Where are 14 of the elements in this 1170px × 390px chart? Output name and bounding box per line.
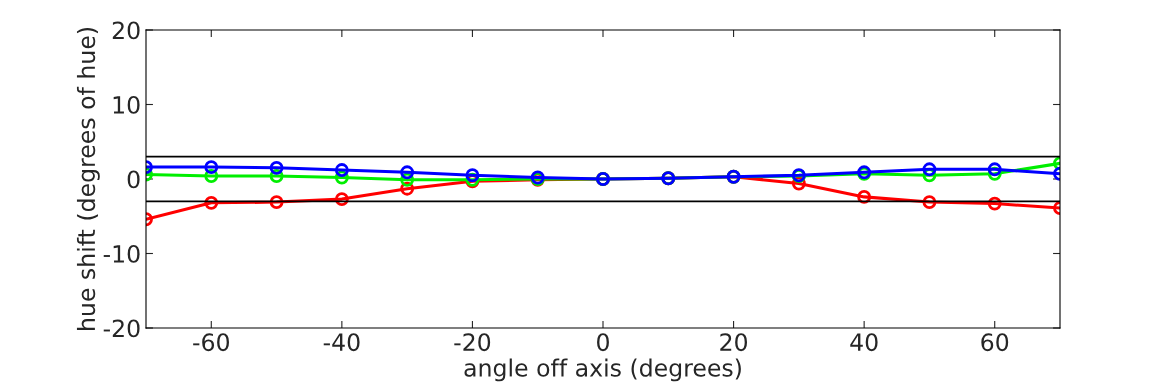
y-tick-label: 20 [112, 21, 140, 40]
x-tick-label: 20 [720, 333, 748, 352]
x-tick-label: -40 [323, 333, 360, 352]
x-tick-label: -20 [454, 333, 491, 352]
x-tick-label: 40 [850, 333, 878, 352]
x-tick-label: 60 [981, 333, 1009, 352]
y-tick-label: 10 [113, 95, 140, 114]
x-tick-label: -60 [193, 333, 229, 352]
x-tick-label: 0 [597, 333, 609, 352]
y-tick-label: -10 [103, 244, 140, 263]
y-tick-label: 0 [127, 170, 140, 189]
y-axis-title: hue shift (degrees of hue) [76, 27, 100, 330]
y-tick-label: -20 [103, 319, 140, 338]
x-axis-title: angle off axis (degrees) [464, 358, 741, 382]
